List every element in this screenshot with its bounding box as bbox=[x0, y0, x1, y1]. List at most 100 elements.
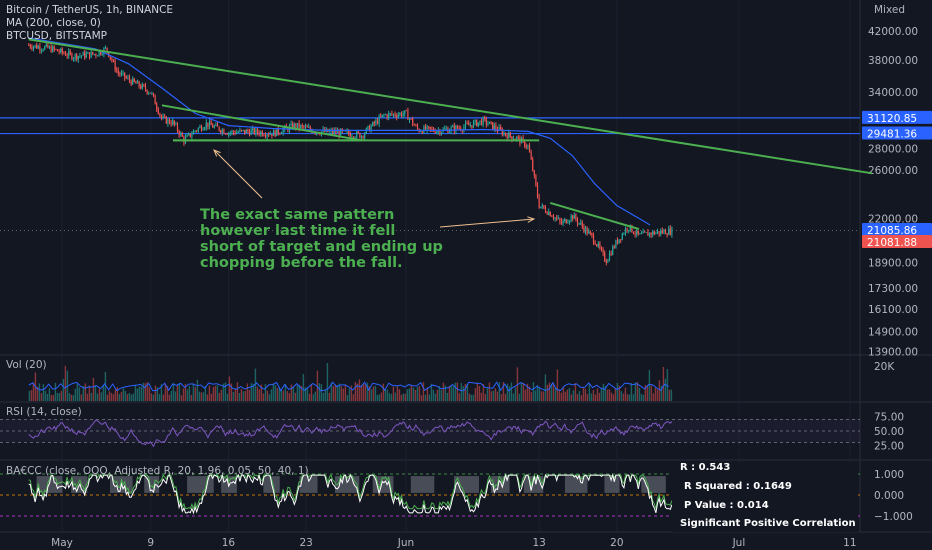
candle-body bbox=[592, 235, 595, 243]
volume-bar bbox=[334, 384, 337, 401]
candle-body bbox=[452, 125, 454, 128]
price-label-box bbox=[862, 223, 932, 236]
chart-annotation: The exact same pattern however last time… bbox=[200, 207, 443, 271]
candle-body bbox=[104, 47, 107, 49]
candle-body bbox=[637, 230, 639, 234]
volume-bar bbox=[518, 393, 521, 401]
volume-bar bbox=[438, 385, 441, 401]
volume-bar bbox=[324, 390, 327, 401]
candle-body bbox=[279, 133, 281, 135]
candle-body bbox=[525, 146, 527, 148]
volume-bar bbox=[28, 390, 31, 401]
price-label-text: 31120.85 bbox=[867, 113, 917, 125]
volume-bar bbox=[252, 384, 255, 401]
candle-body bbox=[624, 228, 627, 234]
candle-body bbox=[215, 124, 217, 126]
candle-body bbox=[416, 125, 419, 130]
volume-bar bbox=[522, 382, 525, 401]
candle-body bbox=[367, 126, 369, 129]
volume-bar bbox=[628, 394, 631, 401]
volume-bar bbox=[260, 384, 263, 401]
candle-body bbox=[474, 120, 476, 122]
volume-bar bbox=[340, 386, 343, 401]
time-tick-label: 11 bbox=[843, 537, 856, 549]
candle-body bbox=[444, 128, 446, 130]
volume-bar bbox=[294, 392, 297, 401]
candle-body bbox=[669, 228, 671, 235]
candle-body bbox=[178, 131, 180, 136]
candle-body bbox=[400, 113, 403, 117]
volume-bar bbox=[284, 383, 287, 401]
volume-bar bbox=[56, 392, 59, 401]
volume-bar bbox=[146, 382, 149, 401]
candle-body bbox=[476, 120, 478, 127]
volume-bar bbox=[440, 389, 443, 401]
corr-blocks-group bbox=[36, 476, 666, 493]
volume-bar bbox=[342, 388, 345, 401]
volume-bar bbox=[604, 385, 607, 401]
candle-body bbox=[200, 126, 203, 131]
volume-bar bbox=[374, 385, 377, 401]
volume-bar bbox=[190, 394, 193, 401]
candle-body bbox=[39, 46, 41, 51]
volume-bar bbox=[548, 382, 551, 401]
candle-body bbox=[368, 126, 371, 132]
volume-bar bbox=[580, 395, 583, 401]
volume-bar bbox=[654, 387, 657, 401]
candle-body bbox=[255, 128, 257, 134]
candle-body bbox=[360, 136, 363, 138]
scale-mode-label[interactable]: Mixed bbox=[874, 4, 905, 16]
volume-bar bbox=[288, 393, 291, 401]
volume-bar bbox=[626, 394, 629, 401]
candle-body bbox=[380, 116, 382, 118]
volume-bar bbox=[618, 385, 621, 401]
candle-body bbox=[74, 54, 76, 59]
volume-bar bbox=[152, 394, 155, 401]
candle-body bbox=[463, 126, 465, 131]
volume-bar bbox=[550, 383, 553, 401]
candle-body bbox=[122, 72, 124, 74]
candle-body bbox=[135, 81, 137, 84]
volume-bar bbox=[524, 389, 527, 401]
volume-bar bbox=[270, 389, 273, 401]
candle-body bbox=[421, 131, 423, 134]
time-tick-label: 23 bbox=[299, 537, 312, 549]
volume-bars-group bbox=[28, 362, 673, 401]
volume-bar bbox=[40, 393, 43, 401]
candle-body bbox=[156, 104, 158, 109]
volume-bar bbox=[538, 387, 541, 401]
candle-body bbox=[266, 134, 268, 137]
candle-body bbox=[349, 133, 351, 137]
volume-bar bbox=[218, 392, 221, 401]
volume-bar bbox=[502, 382, 505, 401]
candle-body bbox=[533, 170, 535, 176]
volume-bar bbox=[358, 379, 361, 401]
volume-bar bbox=[70, 394, 73, 401]
volume-bar bbox=[576, 394, 579, 401]
candle-body bbox=[602, 249, 604, 253]
volume-bar bbox=[562, 386, 565, 401]
candle-body bbox=[492, 122, 494, 130]
volume-bar bbox=[158, 394, 161, 401]
volume-bar bbox=[46, 393, 49, 401]
candle-body bbox=[426, 126, 428, 131]
candle-body bbox=[181, 133, 183, 137]
volume-bar bbox=[614, 388, 617, 401]
candle-body bbox=[620, 239, 622, 241]
volume-bar bbox=[448, 385, 451, 401]
candle-body bbox=[495, 125, 497, 130]
volume-bar bbox=[498, 382, 501, 401]
price-tick-label: 28000.00 bbox=[868, 143, 918, 155]
price-label-text: 21085.86 bbox=[867, 225, 917, 237]
volume-bar bbox=[194, 387, 197, 401]
volume-bar bbox=[584, 388, 587, 401]
candle-body bbox=[372, 122, 374, 127]
volume-bar bbox=[142, 382, 145, 401]
candle-body bbox=[386, 114, 388, 118]
candle-body bbox=[477, 122, 479, 127]
candle-body bbox=[498, 127, 500, 131]
candle-body bbox=[551, 216, 553, 217]
candle-body bbox=[106, 47, 108, 52]
candle-body bbox=[280, 133, 283, 135]
candle-body bbox=[522, 138, 524, 141]
